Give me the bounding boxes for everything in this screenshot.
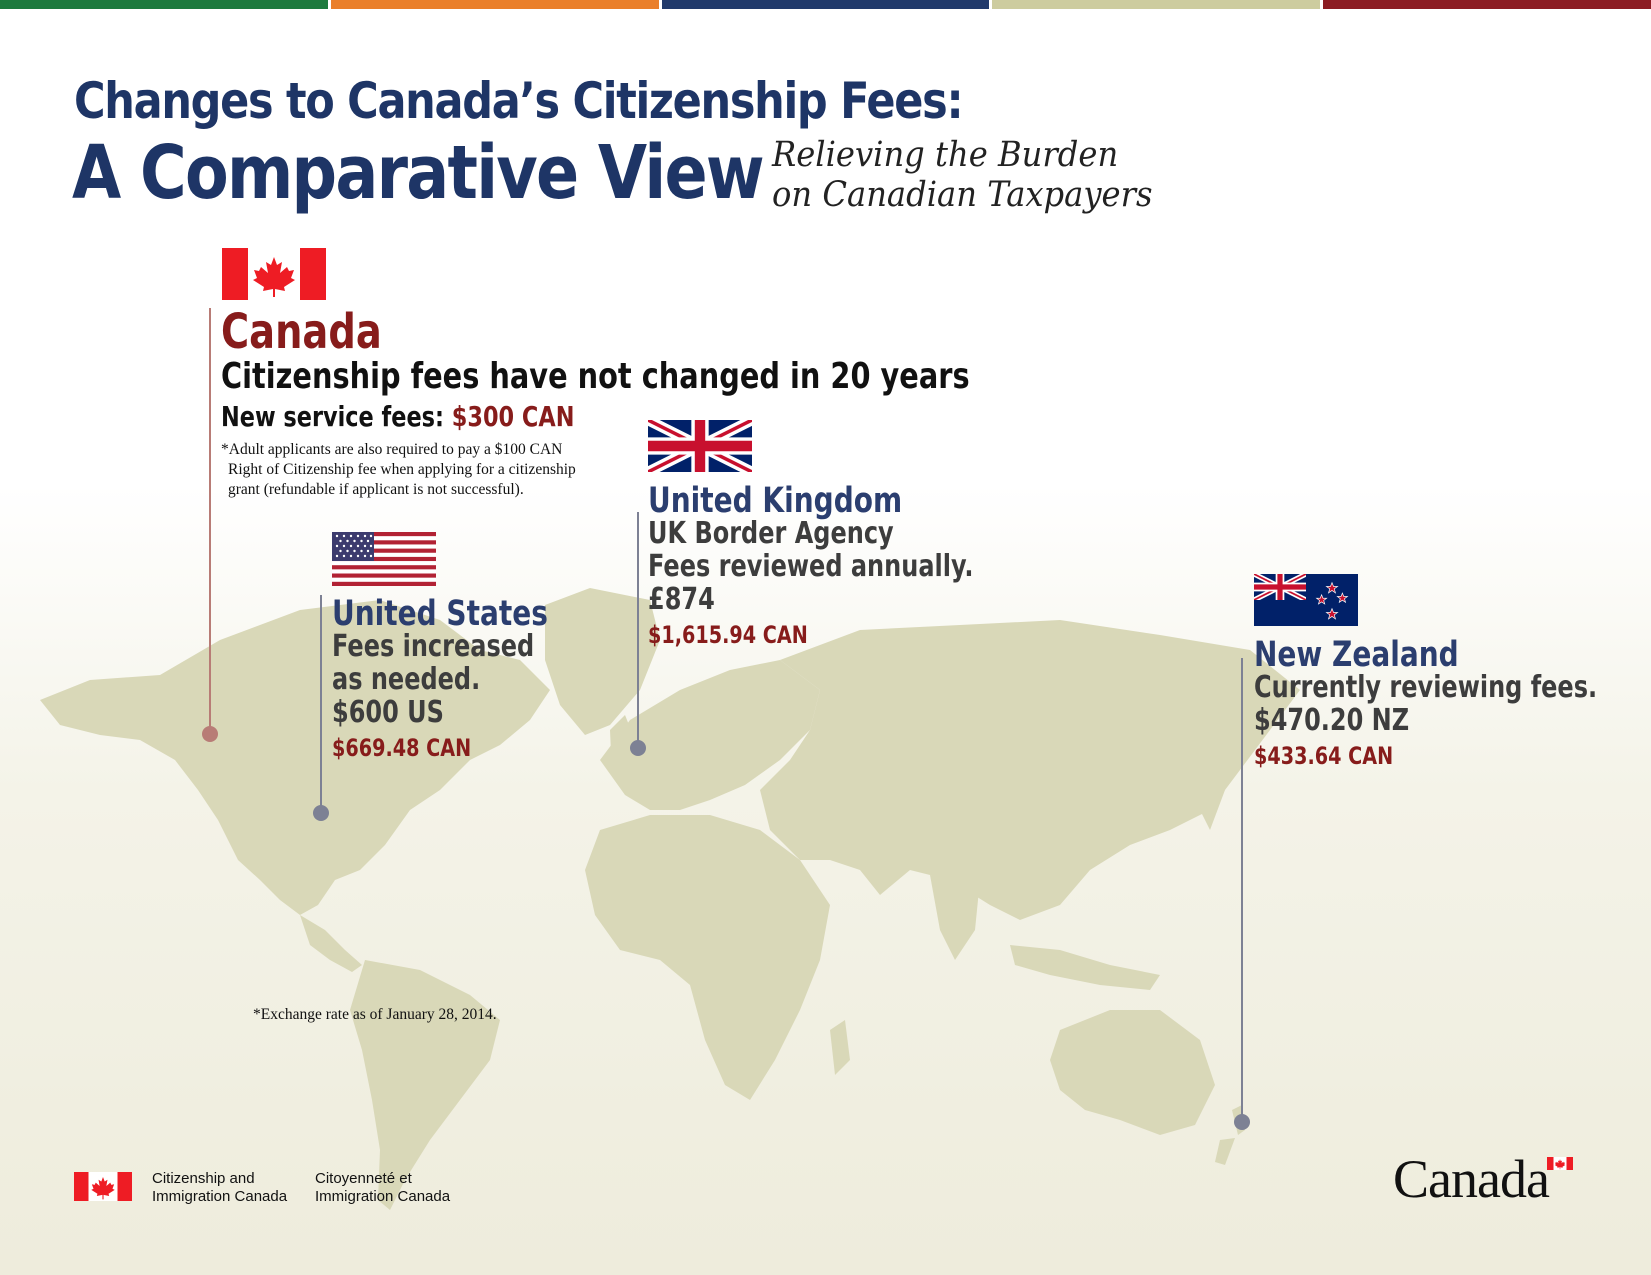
nz-can-value: $433.64 CAN — [1254, 742, 1394, 770]
us-flag-icon — [332, 532, 436, 586]
nz-pointer-line — [1241, 658, 1243, 1120]
canada-fee-label: New service fees: — [221, 400, 452, 433]
nz-flag-icon — [1254, 574, 1358, 626]
canada-fee: New service fees: $300 CAN — [221, 400, 574, 433]
subtitle-line-1: Relieving the Burden — [772, 135, 1119, 175]
us-can-value: $669.48 CAN — [332, 734, 472, 762]
canada-footnote-line-2: Right of Citizenship fee when applying f… — [228, 461, 576, 478]
map-south-america — [350, 960, 500, 1210]
map-new-zealand-south — [1215, 1138, 1235, 1165]
footer-fr-line-1: Citoyenneté et — [315, 1170, 412, 1187]
nz-name: New Zealand — [1254, 635, 1459, 675]
top-bar-segment-khaki — [992, 0, 1321, 9]
canada-fee-value: $300 CAN — [451, 400, 575, 433]
uk-pointer-dot — [630, 740, 646, 756]
us-line-1: Fees increased — [332, 629, 535, 664]
footer-en-line-2: Immigration Canada — [152, 1188, 288, 1205]
uk-name: United Kingdom — [648, 481, 903, 521]
canada-footnote-line-1: *Adult applicants are also required to p… — [221, 441, 563, 458]
map-indonesia — [1010, 945, 1160, 990]
nz-line-1: Currently reviewing fees. — [1254, 670, 1598, 705]
canada-footnote: *Adult applicants are also required to p… — [221, 440, 611, 500]
footer-fr-line-2: Immigration Canada — [315, 1188, 451, 1205]
uk-line-1: UK Border Agency — [648, 516, 894, 551]
top-color-bar — [0, 0, 1651, 9]
exchange-rate-note: *Exchange rate as of January 28, 2014. — [253, 1006, 497, 1023]
footer-department-english: Citizenship and Immigration Canada — [152, 1170, 287, 1206]
map-greenland — [545, 588, 660, 735]
subtitle-line-2: on Canadian Taxpayers — [772, 175, 1153, 215]
canada-flag-icon — [222, 248, 326, 300]
us-pointer-line — [320, 595, 322, 813]
canada-pointer-dot — [202, 726, 218, 742]
canada-name: Canada — [221, 304, 382, 360]
canada-headline: Citizenship fees have not changed in 20 … — [221, 356, 970, 397]
map-africa — [585, 815, 830, 1100]
us-fee: $600 US — [332, 695, 444, 730]
map-japan — [1200, 745, 1225, 830]
canada-footnote-line-3: grant (refundable if applicant is not su… — [228, 481, 524, 498]
map-britain — [610, 715, 635, 775]
map-north-america — [40, 600, 550, 915]
nz-fee: $470.20 NZ — [1254, 703, 1410, 738]
page-title-line-1: Changes to Canada’s Citizenship Fees: — [74, 72, 964, 130]
page-subtitle: Relieving the Burden on Canadian Taxpaye… — [772, 135, 1153, 215]
top-bar-segment-orange — [330, 0, 659, 9]
top-bar-segment-green — [0, 0, 328, 9]
map-madagascar — [830, 1020, 850, 1075]
uk-pointer-line — [637, 512, 639, 748]
wordmark-flag-icon — [1547, 1157, 1573, 1170]
us-line-2: as needed. — [332, 662, 481, 697]
us-pointer-dot — [313, 805, 329, 821]
footer-canada-flag-icon — [74, 1172, 132, 1201]
page-title-line-2: A Comparative View — [72, 130, 765, 216]
uk-fee: £874 — [648, 582, 715, 617]
uk-flag-icon — [648, 420, 752, 472]
canada-wordmark: Canada — [1393, 1149, 1550, 1209]
footer-department-french: Citoyenneté et Immigration Canada — [315, 1170, 450, 1206]
nz-pointer-dot — [1234, 1114, 1250, 1130]
map-australia — [1050, 1010, 1215, 1135]
footer-en-line-1: Citizenship and — [152, 1170, 255, 1187]
uk-line-2: Fees reviewed annually. — [648, 549, 974, 584]
map-india — [930, 875, 980, 960]
top-bar-segment-navy — [661, 0, 990, 9]
map-central-america — [300, 915, 362, 972]
top-bar-segment-maroon — [1323, 0, 1651, 9]
canada-pointer-line — [209, 308, 211, 734]
map-europe — [600, 660, 820, 810]
us-name: United States — [332, 594, 548, 634]
uk-can-value: $1,615.94 CAN — [648, 621, 808, 649]
map-asia — [760, 620, 1300, 920]
